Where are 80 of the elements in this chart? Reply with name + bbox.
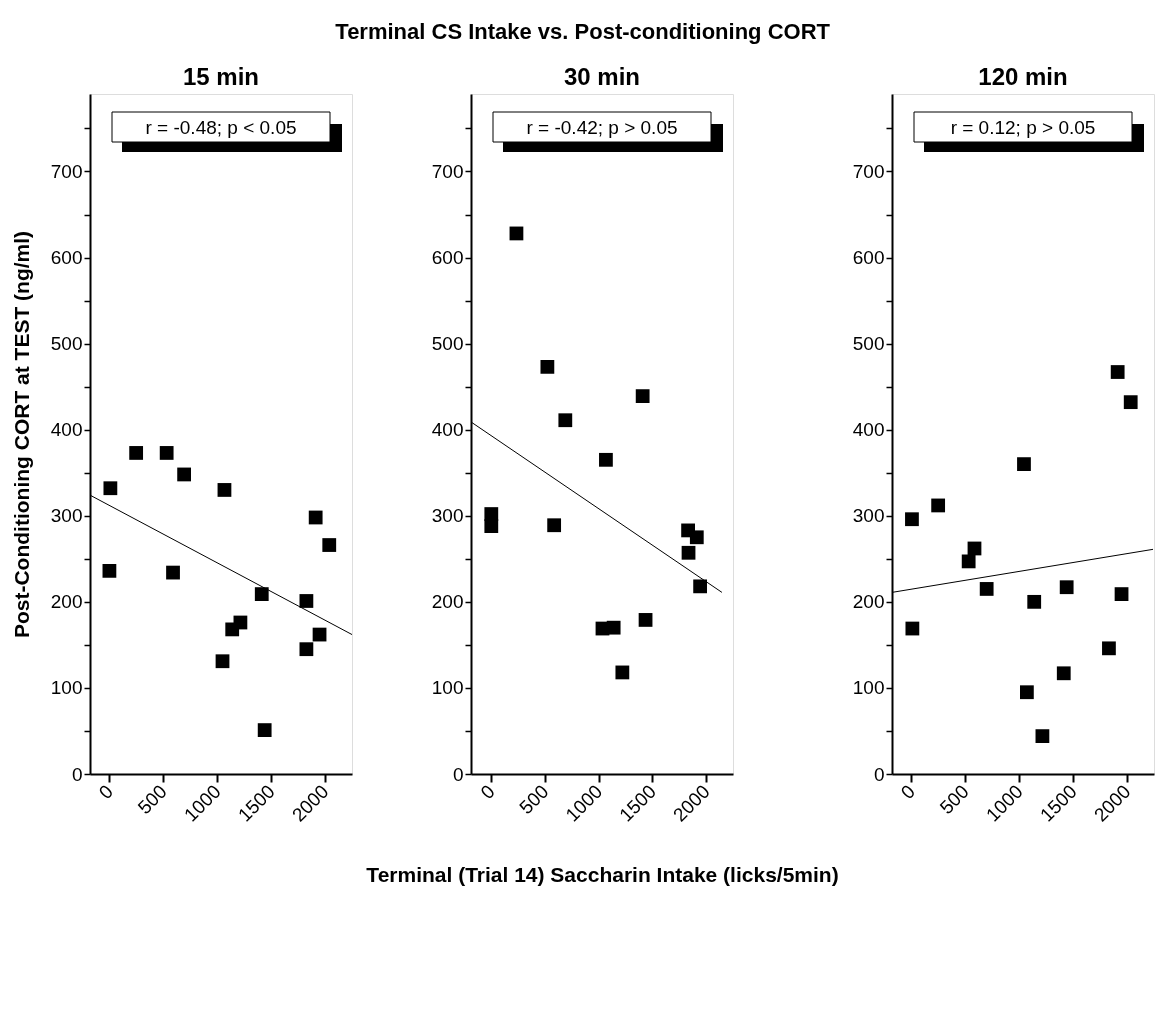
y-tick-label: 600 (431, 247, 464, 269)
y-tick-label: 400 (431, 419, 464, 441)
point (979, 582, 994, 596)
y-tick-label: 100 (50, 677, 83, 699)
point (484, 519, 499, 533)
annotation: r = -0.48; p < 0.05 (145, 117, 297, 138)
x-tick-label: 500 (935, 780, 973, 818)
y-tick-label: 600 (50, 247, 83, 269)
y-tick-label: 200 (50, 591, 83, 613)
y-axis-title: Post-Conditioning CORT at TEST (ng/ml) (9, 230, 33, 639)
annotation: r = -0.42; p > 0.05 (526, 117, 678, 138)
point (322, 538, 337, 552)
y-tick-label: 500 (50, 333, 83, 355)
point (217, 483, 232, 497)
point (129, 446, 144, 460)
y-tick-label: 100 (431, 677, 464, 699)
y-tick-label: 300 (431, 505, 464, 527)
point (931, 498, 946, 513)
point (159, 446, 174, 460)
point (689, 530, 704, 545)
x-tick-label: 0 (896, 780, 919, 804)
x-axis-title: Terminal (Trial 14) Saccharin Intake (licks/5min) (366, 863, 839, 887)
point (905, 512, 919, 527)
x-tick-label: 500 (133, 780, 171, 818)
point (1056, 666, 1071, 681)
point (615, 665, 630, 680)
y-tick-label: 700 (852, 160, 885, 182)
y-tick-label: 400 (50, 419, 83, 441)
point (635, 389, 650, 404)
point (215, 654, 230, 669)
y-tick-label: 700 (431, 160, 464, 182)
y-tick-label: 100 (852, 677, 885, 699)
point (961, 554, 976, 569)
point (102, 563, 117, 578)
x-tick-label: 0 (476, 780, 499, 804)
point (606, 620, 621, 635)
y-tick-label: 200 (852, 591, 885, 613)
point (1102, 641, 1116, 656)
x-tick-label: 500 (515, 780, 553, 818)
y-tick-label: 400 (852, 419, 885, 441)
chart-title: 15 min (182, 63, 260, 90)
x-tick-label: 0 (94, 780, 117, 804)
y-tick-label: 600 (852, 247, 885, 269)
y-tick-label: 700 (50, 160, 83, 182)
point (558, 413, 573, 428)
point (638, 613, 653, 627)
point (1017, 457, 1031, 472)
point (103, 481, 118, 496)
point (1027, 594, 1042, 609)
point (1110, 365, 1125, 379)
point (905, 621, 920, 636)
chart-title: 30 min (563, 63, 641, 90)
text: Terminal CS Intake vs. Post-conditioning CORT (335, 18, 831, 44)
point (1019, 685, 1034, 700)
point (257, 723, 272, 737)
y-tick-label: 500 (431, 333, 464, 355)
point (540, 359, 555, 374)
point (599, 452, 613, 467)
annotation: r = 0.12; p > 0.05 (950, 117, 1096, 138)
point (1114, 587, 1129, 601)
y-tick-label: 300 (852, 505, 885, 527)
y-tick-label: 0 (873, 763, 885, 785)
point (177, 467, 192, 482)
point (166, 565, 180, 580)
point (1123, 395, 1138, 410)
point (254, 587, 269, 601)
y-tick-label: 0 (452, 763, 464, 785)
point (693, 579, 708, 594)
point (299, 594, 314, 608)
point (1035, 729, 1050, 744)
point (299, 642, 314, 657)
point (1059, 580, 1074, 595)
y-tick-label: 200 (431, 591, 464, 613)
point (681, 545, 696, 560)
y-tick-label: 300 (50, 505, 83, 527)
y-tick-label: 500 (852, 333, 885, 355)
chart-title: 120 min (978, 63, 1068, 90)
y-tick-label: 0 (71, 763, 83, 785)
point (547, 518, 562, 533)
point (308, 510, 323, 525)
